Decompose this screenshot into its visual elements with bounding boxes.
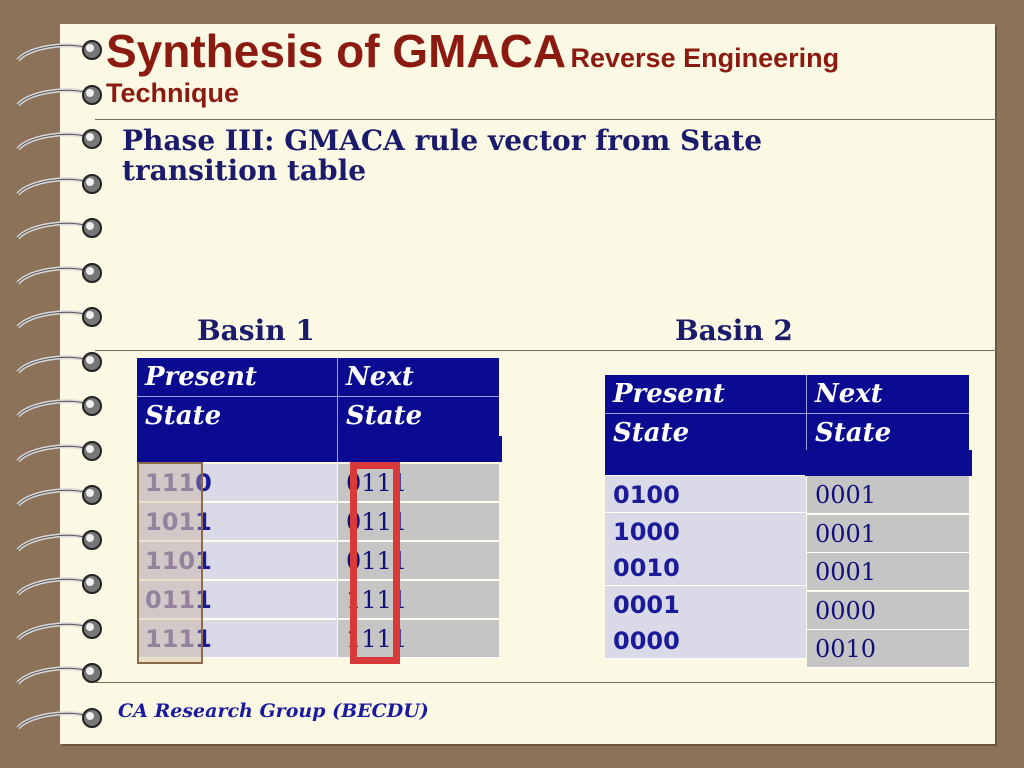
next-state: 0000 [815, 596, 877, 625]
next-bit-b: 1 [376, 547, 392, 575]
table-row: 1111 [137, 620, 337, 658]
present-last-bit: 1 [195, 625, 212, 653]
present-prefix: 011 [145, 586, 196, 614]
subtitle-line1: Phase III: GMACA rule vector from State [122, 124, 763, 157]
present-last-bit: 1 [195, 586, 212, 614]
present-prefix: 111 [145, 625, 196, 653]
rule-line [95, 682, 998, 683]
footer-credit: CA Research Group (BECDU) [118, 700, 429, 722]
table-row: 0001 [807, 476, 969, 514]
table-row: 0100 [605, 476, 806, 513]
binder-ring-icon [16, 129, 102, 151]
table-row: 0001 [807, 553, 969, 591]
rule-line [95, 119, 998, 120]
next-state: 0010 [815, 635, 877, 663]
header-present: Present [613, 379, 725, 409]
present-prefix: 110 [145, 547, 196, 575]
header-next: Next [346, 362, 414, 392]
next-bit-b: 1 [376, 586, 392, 614]
binder-ring-icon [16, 440, 102, 462]
table-row: 0001 [605, 585, 806, 623]
binder-ring-icon [16, 40, 102, 62]
basin1-present-column: 1110 1011 1101 0111 1111 [137, 464, 337, 664]
present-prefix: 101 [145, 508, 196, 536]
table-row: 1110 [137, 464, 337, 502]
binder-ring-icon [16, 707, 102, 729]
present-prefix: 111 [145, 469, 196, 497]
table-row: 0000 [605, 622, 806, 659]
basin2-table-header: Present State Next State [605, 375, 969, 475]
present-state: 0100 [613, 481, 680, 509]
subtitle-line2: transition table [122, 154, 367, 187]
title-main: Synthesis of GMACA [106, 25, 567, 77]
binder-ring-icon [16, 618, 102, 640]
basin2-header-band [805, 450, 972, 476]
binder-ring-icon [16, 84, 102, 106]
present-state: 0010 [613, 554, 680, 582]
table-row: 0111 [137, 581, 337, 619]
slide-subtitle: Phase III: GMACA rule vector from State … [122, 126, 922, 186]
next-state: 0001 [815, 558, 877, 586]
next-bit-b: 1 [376, 469, 392, 497]
title-line2: Technique [106, 78, 240, 108]
present-state: 0000 [613, 627, 680, 655]
header-present: Present [145, 362, 257, 392]
present-last-bit: 0 [195, 469, 212, 497]
binder-ring-icon [16, 351, 102, 373]
table-row: 1000 [605, 512, 806, 550]
binder-ring-icon [16, 529, 102, 551]
binder-ring-icon [16, 262, 102, 284]
basin1-header-band [137, 436, 502, 462]
header-state: State [613, 418, 690, 448]
present-state: 1000 [613, 517, 680, 546]
next-bit-b: 1 [376, 508, 392, 536]
basin1-table-header: Present State Next State [137, 358, 499, 436]
binder-ring-icon [16, 663, 102, 685]
slide-title: Synthesis of GMACA Reverse Engineering T… [106, 28, 986, 107]
next-bit-highlight [350, 462, 400, 664]
present-state: 0001 [613, 590, 680, 619]
basin2-label: Basin 2 [675, 314, 793, 347]
next-bit-b: 1 [376, 625, 392, 653]
binder-ring-icon [16, 485, 102, 507]
next-state: 0001 [815, 519, 877, 548]
present-last-bit: 1 [195, 508, 212, 536]
table-row: 0010 [605, 549, 806, 586]
next-state: 0001 [815, 481, 877, 509]
table-row: 1011 [137, 503, 337, 541]
table-row: 0010 [807, 630, 969, 668]
binder-ring-icon [16, 307, 102, 329]
title-suffix: Reverse Engineering [570, 43, 840, 73]
table-row: 1101 [137, 542, 337, 580]
rule-line [95, 350, 998, 351]
basin2-next-column: 0001 0001 0001 0000 0010 [807, 476, 969, 668]
header-next-state: State [346, 401, 423, 431]
table-row: 0000 [807, 591, 969, 630]
header-next-state: State [815, 418, 892, 448]
present-prefix-highlight [137, 462, 203, 664]
binder-ring-icon [16, 173, 102, 195]
basin1-label: Basin 1 [197, 314, 315, 347]
present-last-bit: 1 [195, 547, 212, 575]
table-row: 0001 [807, 514, 969, 553]
binder-ring-icon [16, 396, 102, 418]
binder-ring-icon [16, 574, 102, 596]
header-next: Next [815, 379, 883, 409]
binder-ring-icon [16, 218, 102, 240]
header-state: State [145, 401, 222, 431]
basin2-present-column: 0100 1000 0010 0001 0000 [605, 476, 806, 668]
